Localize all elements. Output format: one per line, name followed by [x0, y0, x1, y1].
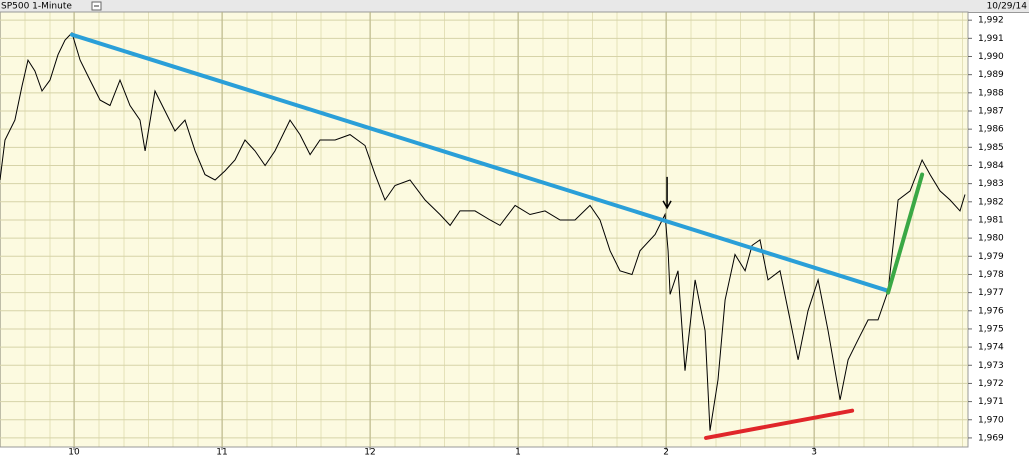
x-tick-label: 1	[515, 448, 521, 457]
y-tick-label: 1,983	[978, 179, 1004, 189]
y-tick-label: 1,976	[978, 306, 1004, 316]
y-tick-label: 1,975	[978, 324, 1004, 334]
y-tick-label: 1,986	[978, 125, 1004, 135]
y-tick-label: 1,971	[978, 397, 1004, 407]
plot-background	[0, 12, 968, 447]
y-tick-label: 1,969	[978, 433, 1004, 443]
y-tick-label: 1,978	[978, 270, 1004, 280]
x-tick-label: 3	[811, 448, 817, 457]
y-tick-label: 1,977	[978, 288, 1004, 298]
x-tick-label: 2	[663, 448, 669, 457]
price-line	[0, 31, 966, 431]
y-tick-label: 1,990	[978, 52, 1004, 62]
y-tick-label: 1,980	[978, 234, 1004, 244]
y-tick-label: 1,974	[978, 343, 1004, 353]
y-tick-label: 1,991	[978, 34, 1004, 44]
chart-title: SP500 1-Minute	[1, 2, 72, 12]
y-tick-label: 1,992	[978, 16, 1004, 26]
y-tick-label: 1,985	[978, 143, 1004, 153]
y-tick-label: 1,989	[978, 70, 1004, 80]
x-tick-label: 10	[68, 448, 80, 457]
x-tick-label: 12	[364, 448, 375, 457]
y-tick-label: 1,972	[978, 379, 1004, 389]
y-tick-label: 1,973	[978, 361, 1004, 371]
trend-line	[886, 172, 925, 295]
y-tick-label: 1,979	[978, 252, 1004, 262]
trend-line	[704, 408, 855, 440]
x-tick-label: 11	[216, 448, 227, 457]
y-tick-label: 1,988	[978, 88, 1004, 98]
chart-date: 10/29/14	[987, 2, 1028, 12]
y-tick-label: 1,981	[978, 215, 1004, 225]
y-tick-label: 1,982	[978, 197, 1004, 207]
trend-line	[69, 32, 891, 293]
plot-frame	[0, 11, 969, 448]
y-tick-label: 1,987	[978, 106, 1004, 116]
arrow	[662, 176, 672, 210]
y-tick-label: 1,970	[978, 415, 1004, 425]
y-tick-label: 1,984	[978, 161, 1004, 171]
